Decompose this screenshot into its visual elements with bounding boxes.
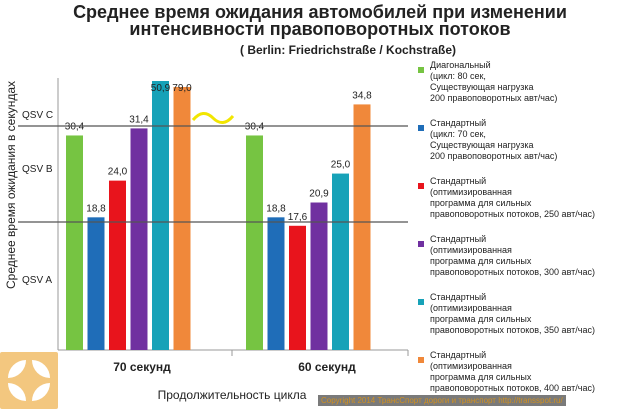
y-axis-title: Среднее время ожидания в секундах (4, 81, 18, 289)
legend-swatch (418, 241, 424, 247)
legend-swatch (418, 299, 424, 305)
legend-label: Стандартный (оптимизированная программа дл… (430, 234, 628, 278)
bar (152, 81, 169, 350)
legend-label-line: правоповоротных потоков, 400 авт/час) (430, 383, 595, 393)
bar (310, 202, 328, 350)
legend-label-line: правоповоротных потоков, 350 авт/час) (430, 325, 595, 335)
bar (87, 217, 105, 350)
chart-title: Среднее время ожидания автомобилей при и… (73, 2, 567, 39)
bar (267, 217, 285, 350)
legend-label-line: программа для сильных (430, 314, 532, 324)
legend-label-line: Существующая нагрузка (430, 82, 534, 92)
data-label: 30,4 (65, 121, 85, 132)
data-label: 50,9 (151, 83, 171, 94)
bar (332, 173, 349, 350)
chart-subtitle: ( Berlin: Friedrichstraße / Kochstraße) (240, 43, 457, 57)
legend-label-line: правоповоротных потоков, 250 авт/час) (430, 209, 595, 219)
logo-leaf-icon (32, 360, 50, 378)
bar (353, 104, 371, 350)
legend-label-line: правоповоротных потоков, 300 авт/час) (430, 267, 595, 277)
legend-label-line: программа для сильных (430, 372, 532, 382)
reference-line-label: QSV B (22, 164, 53, 175)
data-label: 79,0 (172, 83, 192, 94)
logo-leaf-icon (8, 383, 26, 401)
legend-label-line: (оптимизированная (430, 187, 512, 197)
legend-label-line: (цикл: 80 сек, (430, 71, 486, 81)
legend-label: Стандартный (оптимизированная программа дл… (430, 176, 628, 220)
legend-label-line: Существующая нагрузка (430, 140, 534, 150)
data-label: 34,8 (352, 90, 372, 101)
bar (173, 87, 191, 350)
legend-swatch (418, 67, 424, 73)
copyright-notice: Copyright 2014 ТрансСпорт дороги и транс… (318, 395, 566, 406)
data-label: 24,0 (108, 167, 128, 178)
legend-swatch (418, 357, 424, 363)
bar (130, 128, 148, 350)
bar (289, 225, 306, 350)
legend-label-line: Стандартный (430, 350, 487, 360)
data-label: 30,4 (245, 121, 265, 132)
legend-label-line: Стандартный (430, 118, 487, 128)
legend-label-line: Диагональный (430, 60, 491, 70)
legend-label: Стандартный (оптимизированная программа дл… (430, 292, 628, 336)
legend-label-line: Стандартный (430, 234, 487, 244)
legend-label: Диагональный (цикл: 80 сек, Существующая н… (430, 60, 628, 104)
legend-label-line: (оптимизированная (430, 245, 512, 255)
data-label: 17,6 (288, 212, 308, 223)
data-label: 25,0 (331, 160, 351, 171)
bar (246, 135, 263, 350)
data-label: 20,9 (309, 189, 329, 200)
reference-line-label: QSV A (22, 275, 52, 286)
legend-swatch (418, 125, 424, 131)
bar (66, 135, 83, 350)
x-axis-title: Продолжительность цикла (158, 388, 307, 402)
x-tick-label: 70 секунд (113, 360, 171, 374)
logo-leaf-icon (32, 383, 50, 401)
data-label: 18,8 (86, 203, 106, 214)
legend-swatch (418, 183, 424, 189)
legend-label-line: 200 правоповоротных авт/час) (430, 93, 558, 103)
reference-line-label: QSV C (22, 110, 53, 121)
data-label: 31,4 (129, 114, 149, 125)
legend-label-line: (цикл: 70 сек, (430, 129, 486, 139)
legend-label-line: 200 правоповоротных авт/час) (430, 151, 558, 161)
axis-break-icon (191, 112, 235, 124)
legend-label-line: Стандартный (430, 292, 487, 302)
logo (0, 352, 58, 409)
bar (109, 180, 126, 350)
x-tick-label: 60 секунд (298, 360, 356, 374)
logo-leaf-icon (8, 360, 26, 378)
legend-label-line: (оптимизированная (430, 361, 512, 371)
legend-label-line: программа для сильных (430, 198, 532, 208)
legend-label: Стандартный (оптимизированная программа дл… (430, 350, 628, 394)
legend-label-line: (оптимизированная (430, 303, 512, 313)
legend-label-line: Стандартный (430, 176, 487, 186)
legend-label-line: программа для сильных (430, 256, 532, 266)
data-label: 18,8 (266, 203, 286, 214)
legend-label: Стандартный (цикл: 70 сек, Существующая на… (430, 118, 628, 162)
